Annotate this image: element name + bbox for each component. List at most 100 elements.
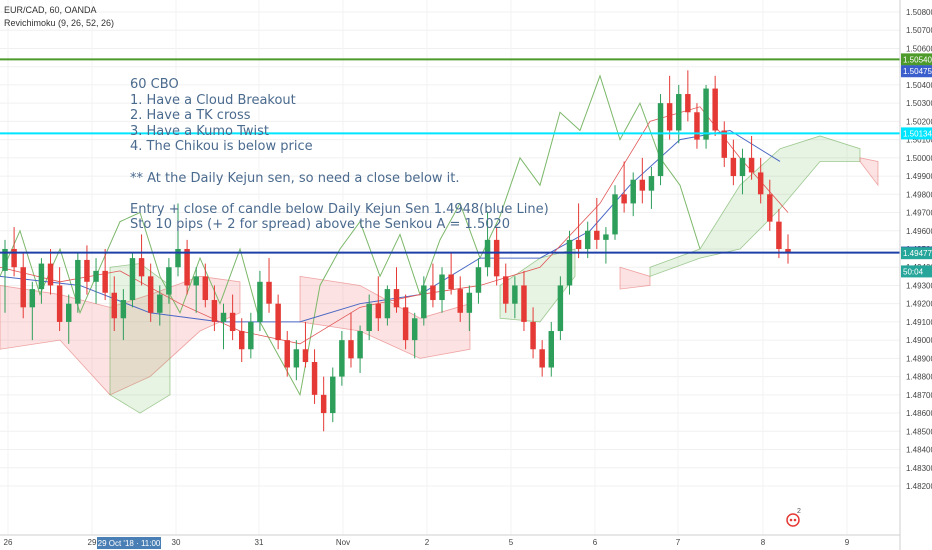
price-tick-label: 1.48500	[906, 427, 932, 436]
candle-body	[639, 179, 646, 191]
candle-body	[439, 274, 445, 301]
candle-body	[676, 94, 682, 131]
candle-body	[166, 267, 172, 295]
candle-body	[411, 318, 418, 341]
candle-body	[603, 234, 609, 240]
price-tick-label: 1.48900	[906, 354, 932, 363]
analysis-note[interactable]: 60 CBO 1. Have a Cloud Breakout 2. Have …	[130, 77, 549, 233]
price-tick-label: 1.48300	[906, 464, 932, 473]
alert-icon[interactable]: 2	[786, 508, 801, 527]
candle-body	[93, 270, 99, 282]
price-tick-label: 1.49000	[906, 336, 932, 345]
price-tick-label: 1.50100	[906, 136, 932, 145]
candle-body	[229, 312, 236, 332]
candle-body	[320, 394, 327, 414]
candle-body	[757, 172, 764, 195]
candle-body	[785, 248, 791, 253]
price-tick-label: 1.49800	[906, 190, 932, 199]
price-tag	[901, 65, 932, 78]
candle-body	[2, 248, 8, 271]
candle-body	[29, 289, 36, 308]
time-tick-label: 30	[172, 538, 181, 547]
candle-body	[147, 276, 154, 313]
candle-body	[694, 112, 700, 140]
note-line: 60 CBO	[130, 77, 179, 92]
candle-body	[703, 88, 709, 140]
price-tick-label: 1.50600	[906, 44, 932, 53]
price-tick-label: 1.48800	[906, 373, 932, 382]
candle-body	[666, 103, 673, 131]
price-tick-label: 1.50800	[906, 8, 932, 17]
candle-body	[211, 300, 218, 322]
cloud-segment	[109, 263, 171, 414]
time-axis: 26 29 30 31 Nov 2 5 6 7 8 9 29 Oct '18 · 11:00	[0, 534, 900, 549]
candle-body	[129, 258, 136, 301]
candle-body	[375, 303, 382, 319]
candle-body	[657, 103, 664, 177]
price-tick-label: 1.49600	[906, 227, 932, 236]
time-tick-label: Nov	[336, 538, 350, 547]
price-tick-label: 1.49200	[906, 300, 932, 309]
candle-body	[330, 376, 336, 414]
candle-body	[257, 281, 263, 322]
green-level-tag	[901, 53, 932, 66]
price-tick-label: 1.50000	[906, 154, 932, 163]
candle-body	[475, 267, 482, 293]
time-tick-label: 7	[676, 538, 681, 547]
candle-body	[648, 176, 655, 191]
grid	[0, 0, 900, 535]
candle-body	[111, 292, 117, 319]
candle-body	[357, 331, 363, 359]
candle-body	[138, 258, 145, 277]
candle-body	[621, 194, 627, 204]
price-tick-label: 1.49300	[906, 281, 932, 290]
candle-body	[339, 340, 345, 377]
candle-body	[102, 270, 108, 293]
candle-body	[11, 248, 17, 268]
price-tag	[901, 265, 932, 278]
candle-body	[84, 259, 90, 282]
candle-body	[393, 289, 400, 308]
time-tick-label: 8	[761, 538, 766, 547]
candle-body	[348, 340, 354, 359]
candle-body	[284, 340, 290, 368]
candle-body	[739, 157, 746, 177]
chikou-span-line	[0, 74, 701, 397]
candle-body	[384, 289, 391, 319]
price-tick-label: 1.49900	[906, 172, 932, 181]
price-tick-label: 1.49700	[906, 209, 932, 218]
candle-body	[539, 349, 545, 368]
time-tick-label: 5	[509, 538, 514, 547]
tenkan-sen-line	[0, 106, 789, 345]
candle-body	[120, 300, 127, 319]
candle-body	[503, 276, 509, 304]
candle-body	[448, 274, 454, 290]
price-tick-label: 1.50400	[906, 81, 932, 90]
indicator-label[interactable]: Revichimoku (9, 26, 52, 26)	[4, 18, 115, 28]
note-line: 4. The Chikou is below price	[130, 139, 313, 155]
candle-body	[630, 179, 636, 204]
candle-body	[685, 94, 691, 113]
candle-body	[430, 285, 436, 301]
candle-body	[47, 263, 54, 286]
candle-body	[157, 294, 163, 313]
candle-body	[776, 221, 782, 249]
time-tick-label: 6	[593, 538, 598, 547]
candle-body	[748, 157, 755, 173]
price-tag-label: 50:04	[903, 267, 924, 276]
price-tick-label: 1.50200	[906, 117, 932, 126]
time-tick-label: 31	[255, 538, 264, 547]
note-line: 3. Have a Kumo Twist	[130, 123, 269, 139]
candle-body	[493, 239, 500, 277]
price-tick-label: 1.48600	[906, 409, 932, 418]
cyan-level-tag	[901, 127, 932, 140]
price-tag	[901, 247, 932, 260]
horizontal-levels	[0, 58, 900, 254]
candle-body	[594, 230, 600, 240]
time-tick-label: 26	[4, 538, 13, 547]
candle-body	[721, 130, 727, 158]
candle-body	[730, 157, 737, 177]
